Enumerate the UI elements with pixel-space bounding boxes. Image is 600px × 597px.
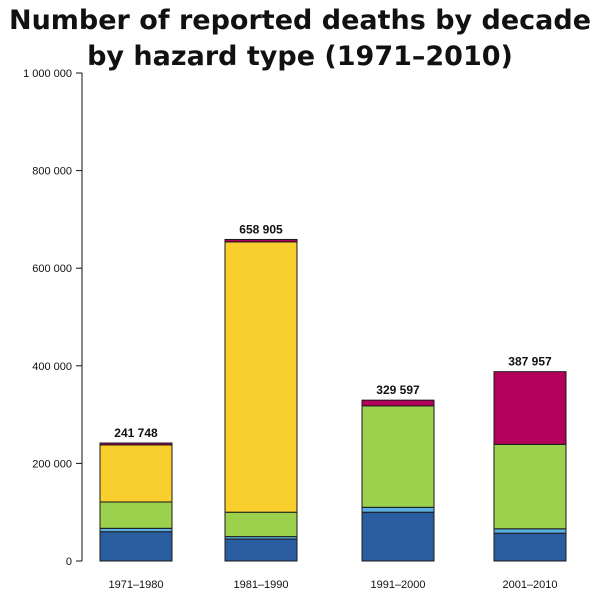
bar-segment	[99, 527, 173, 533]
bar-segment	[493, 528, 567, 534]
y-tick-label: 1 000 000	[23, 68, 72, 80]
x-tick-label: 1981–1990	[233, 579, 288, 591]
y-tick-label: 200 000	[32, 458, 72, 470]
bar-total-label: 387 957	[508, 355, 552, 369]
bar-segment	[361, 399, 435, 407]
bar-total-label: 658 905	[239, 222, 283, 236]
chart-title-line-2: by hazard type (1971–2010)	[87, 41, 513, 72]
bar-segment	[224, 538, 298, 562]
bar-segment	[493, 371, 567, 445]
y-tick-label: 400 000	[32, 361, 72, 373]
bar-total-label: 241 748	[114, 426, 158, 440]
y-tick-label: 0	[66, 556, 72, 568]
bar-segment	[224, 241, 298, 513]
bar-segment	[224, 238, 298, 243]
bar-segment	[361, 405, 435, 508]
x-tick-label: 1991–2000	[370, 579, 425, 591]
bar-segment	[224, 511, 298, 538]
chart-title-line-1: Number of reported deaths by decade	[8, 5, 592, 36]
bar-segment	[493, 443, 567, 530]
bar-segment	[99, 442, 173, 446]
bar-total-label: 329 597	[376, 383, 420, 397]
x-tick-label: 2001–2010	[502, 579, 557, 591]
y-tick-label: 800 000	[32, 166, 72, 178]
bar-segment	[99, 444, 173, 503]
y-tick-label: 600 000	[32, 263, 72, 275]
bar-segment	[99, 501, 173, 529]
bar-segment	[361, 506, 435, 513]
bar-segment	[361, 511, 435, 562]
x-tick-label: 1971–1980	[108, 579, 163, 591]
bar-segment	[99, 531, 173, 562]
bar-segment	[493, 532, 567, 562]
